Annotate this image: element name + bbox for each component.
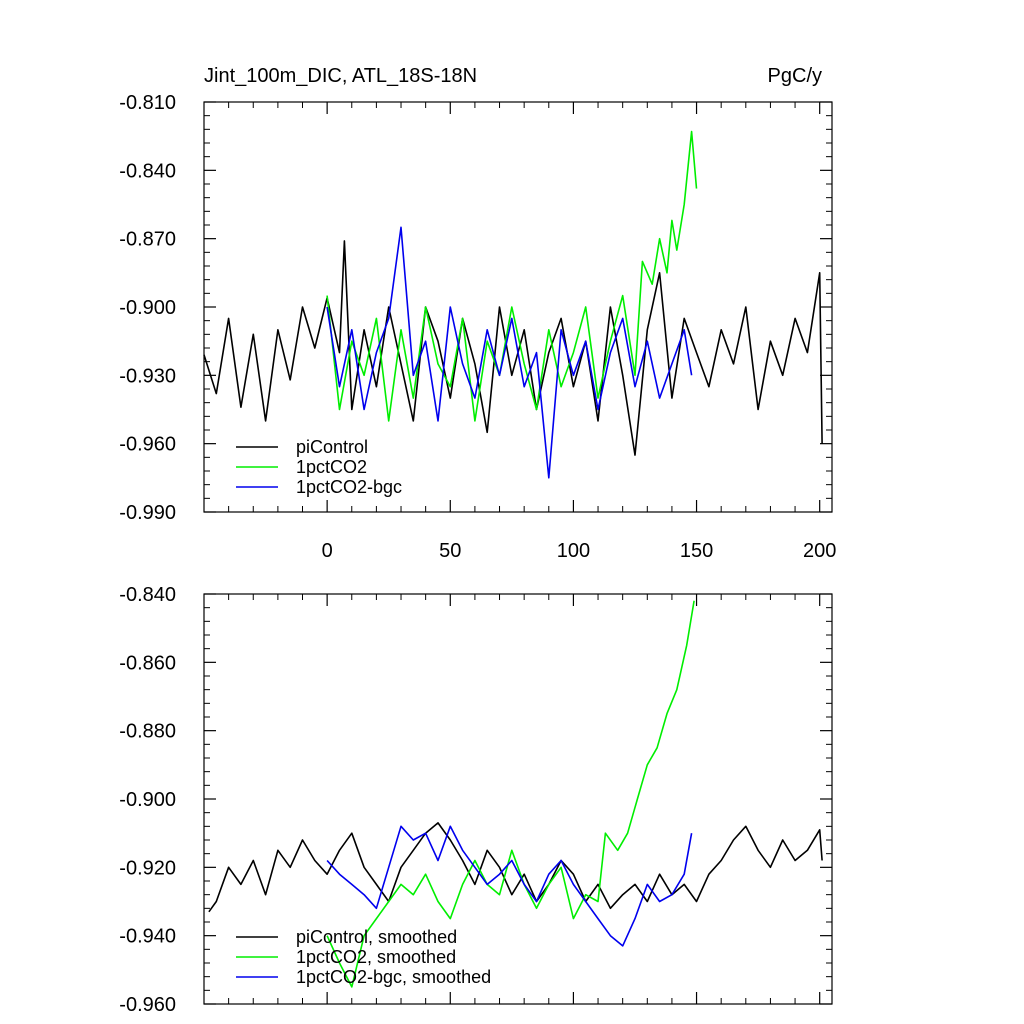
y-tick-label: -0.990 [119, 502, 176, 524]
y-tick-label: -0.920 [119, 857, 176, 879]
top-panel: 0 50 100 150 200 -0.990 -0.960 -0.930 -0.900 -0.8… [119, 65, 836, 562]
y-tick-label: -0.940 [119, 926, 176, 948]
legend-label: 1pctCO2 [296, 457, 367, 477]
series-line-1pctco2-bgc-smoothed [326, 825, 693, 947]
chart-title: Jint_100m_DIC, ATL_18S-18N [204, 65, 477, 87]
y-tick-label: -0.930 [119, 365, 176, 387]
y-tick-label: -0.870 [119, 229, 176, 251]
legend-label: 1pctCO2-bgc [296, 477, 402, 497]
y-tick-label: -0.840 [119, 584, 176, 606]
y-tick-label: -0.810 [119, 92, 176, 114]
units-label: PgC/y [768, 65, 822, 87]
x-tick-label: 200 [803, 540, 836, 562]
y-tick-label: -0.960 [119, 994, 176, 1016]
legend-label: 1pctCO2, smoothed [296, 947, 456, 967]
x-tick-label: 150 [680, 540, 713, 562]
legend-label: piControl [296, 437, 368, 457]
x-tick-label: 0 [322, 540, 333, 562]
x-tick-label: 50 [439, 540, 461, 562]
legend-label: piControl, smoothed [296, 927, 457, 947]
series-line-1pctco2 [326, 130, 698, 422]
series-line-picontrol [203, 240, 823, 456]
y-tick-label: -0.840 [119, 160, 176, 182]
legend-label: 1pctCO2-bgc, smoothed [296, 967, 491, 987]
y-tick-label: -0.860 [119, 652, 176, 674]
bottom-panel: -0.960 -0.940 -0.920 -0.900 -0.880 -0.860 -0.8… [119, 584, 833, 1016]
y-tick-label: -0.960 [119, 434, 176, 456]
y-tick-label: -0.880 [119, 721, 176, 743]
series-line-1pctco2-bgc [326, 226, 693, 479]
series-line-picontrol-smoothed [208, 822, 823, 913]
y-tick-label: -0.900 [119, 789, 176, 811]
y-tick-label: -0.900 [119, 297, 176, 319]
x-tick-label: 100 [557, 540, 590, 562]
